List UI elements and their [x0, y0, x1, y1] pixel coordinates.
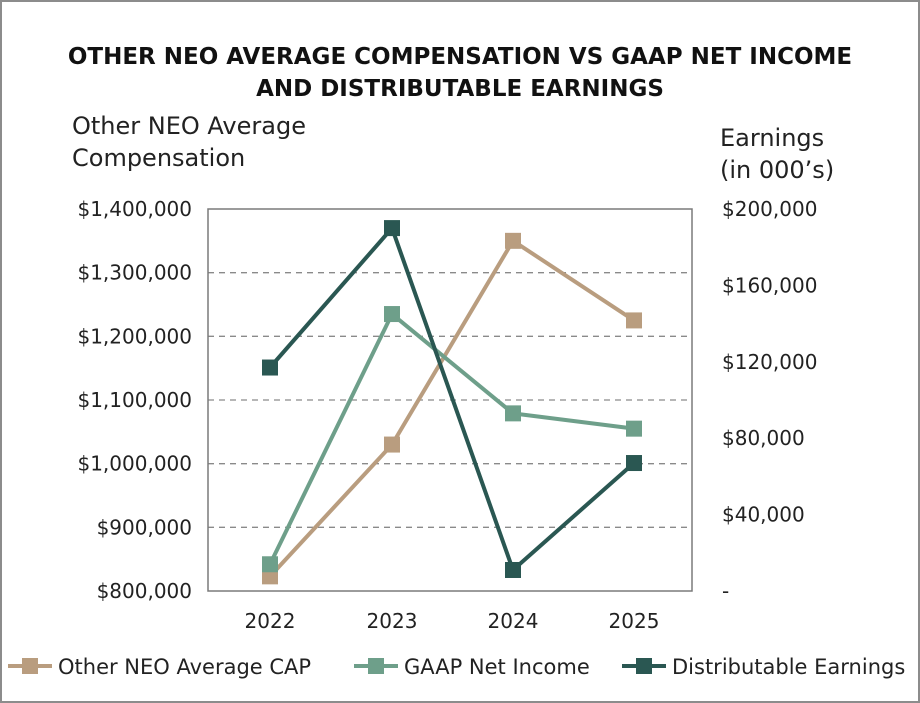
legend-label: Other NEO Average CAP	[58, 655, 311, 679]
data-point-marker	[505, 561, 521, 578]
y-left-axis-title-line-1: Other NEO Average	[72, 112, 306, 140]
chart-title-line-1: OTHER NEO AVERAGE COMPENSATION VS GAAP N…	[68, 44, 852, 70]
y-left-tick-label: $800,000	[97, 579, 192, 603]
data-point-marker	[384, 436, 400, 453]
legend-label: GAAP Net Income	[404, 655, 590, 679]
y-right-axis-title-line-1: Earnings	[720, 124, 824, 152]
y-left-tick-label: $1,400,000	[77, 197, 192, 221]
y-left-tick-label: $1,000,000	[77, 452, 192, 476]
y-right-tick-label: -	[722, 579, 729, 603]
y-right-tick-label: $200,000	[722, 197, 817, 221]
data-point-marker	[262, 359, 278, 376]
data-point-marker	[626, 312, 642, 329]
series-line	[268, 226, 636, 572]
data-point-marker	[384, 306, 400, 323]
y-left-tick-label: $1,100,000	[77, 388, 192, 412]
data-point-marker	[505, 232, 521, 249]
legend: Other NEO Average CAP GAAP Net Income Dist…	[8, 655, 905, 679]
data-point-marker	[505, 405, 521, 422]
y-right-tick-label: $160,000	[722, 273, 817, 297]
data-point-marker	[626, 420, 642, 437]
data-point-marker	[384, 220, 400, 237]
legend-marker	[636, 658, 652, 674]
data-point-marker	[262, 568, 278, 585]
y-right-tick-label: $80,000	[722, 426, 805, 450]
series-line	[268, 312, 635, 566]
series-group	[262, 220, 642, 585]
legend-marker	[22, 658, 38, 674]
legend-marker	[368, 658, 384, 674]
x-tick-label: 2024	[488, 609, 539, 633]
y-left-tick-label: $1,200,000	[77, 324, 192, 348]
x-tick-label: 2025	[609, 609, 660, 633]
y-left-tick-labels: $1,400,000 $1,300,000 $1,200,000 $1,100,000…	[77, 197, 192, 603]
y-left-tick-label: $1,300,000	[77, 261, 192, 285]
data-point-marker	[262, 556, 278, 573]
x-tick-label: 2023	[367, 609, 418, 633]
y-left-axis-title-line-2: Compensation	[72, 144, 245, 172]
y-right-tick-labels: $200,000 $160,000 $120,000 $80,000 $40,000 -	[722, 197, 817, 603]
plot-area-border	[207, 208, 693, 592]
series-line	[268, 238, 636, 578]
x-tick-labels: 2022 2023 2024 2025	[245, 609, 660, 633]
legend-label: Distributable Earnings	[672, 655, 905, 679]
y-left-tick-label: $900,000	[97, 515, 192, 539]
y-right-axis-title-line-2: (in 000’s)	[720, 156, 834, 184]
y-right-tick-label: $40,000	[722, 503, 805, 527]
chart-title-line-2: AND DISTRIBUTABLE EARNINGS	[256, 76, 664, 102]
data-point-marker	[626, 455, 642, 472]
x-tick-label: 2022	[245, 609, 296, 633]
y-right-tick-label: $120,000	[722, 350, 817, 374]
